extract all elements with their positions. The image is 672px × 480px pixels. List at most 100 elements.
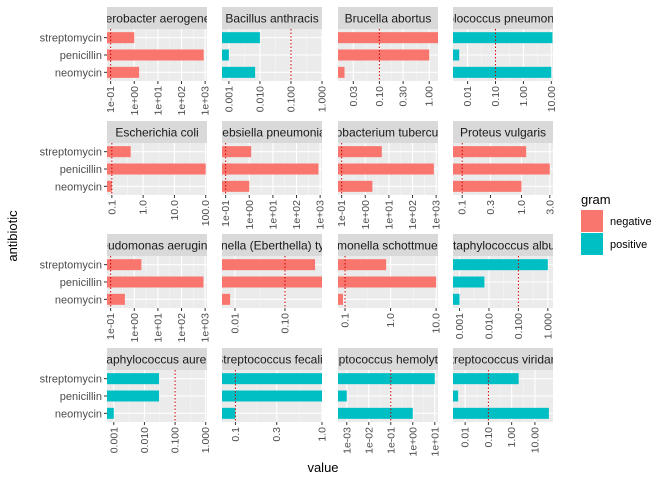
facet-strip (453, 234, 553, 256)
y-tick-label: streptomycin (40, 33, 102, 45)
bar-neomycin (107, 180, 112, 192)
x-tick-label: 10.00 (546, 86, 558, 112)
x-tick-label: 0.10 (374, 86, 386, 107)
bar-neomycin (222, 407, 236, 419)
facet-panel: Salmonella schottmuelleri 0.1 1.0 10.0 (320, 234, 457, 334)
legend-key-negative (581, 210, 603, 232)
x-tick-label: 1.0 (138, 200, 150, 215)
x-tick-label: 1e+01 (383, 200, 395, 230)
x-tick-label: 10.0 (431, 313, 443, 334)
bar-penicillin (453, 49, 460, 61)
facet-panel: Streptococcus fecalis 0.1 0.3 1.0 (215, 348, 329, 442)
bars (453, 373, 549, 419)
facet-strip (222, 121, 322, 143)
x-axis-title: value (307, 460, 338, 475)
x-tick-label: 0.01 (462, 86, 474, 107)
x-tick-label: 0.100 (513, 313, 525, 339)
bar-penicillin (222, 276, 322, 288)
bar-penicillin (338, 276, 437, 288)
facet-title: Salmonella schottmuelleri (320, 239, 457, 253)
x-tick-label: 0.010 (483, 313, 495, 339)
legend: gram negative positive (581, 192, 652, 255)
x-tick-label: 0.01 (229, 313, 241, 334)
x-tick-label: 1e+02 (407, 200, 419, 230)
bars (107, 373, 160, 419)
bar-neomycin (453, 407, 549, 419)
x-tick-label: 0.100 (170, 427, 182, 453)
facet-title: Salmonella (Eberthella) typhosa (187, 239, 357, 253)
facet-panel: Proteus vulgaris 0.1 0.3 1.0 3.0 (453, 121, 556, 215)
bar-neomycin (107, 66, 140, 78)
y-tick-label: penicillin (60, 391, 102, 403)
facet-title: Streptococcus fecalis (215, 353, 328, 367)
x-tick-label: 0.1 (230, 427, 242, 442)
x-tick-label: 0.10 (279, 313, 291, 334)
bar-penicillin (107, 163, 206, 175)
bar-penicillin (338, 49, 430, 61)
facet-title: Pseudomonas aeruginosa (87, 239, 227, 253)
bar-streptomycin (453, 32, 553, 44)
facet-strip (222, 234, 322, 256)
bar-streptomycin (222, 146, 252, 158)
x-tick-label: 1.00 (424, 86, 436, 107)
x-tick-label: 0.3 (485, 200, 497, 215)
facet-strip (107, 7, 207, 29)
bar-penicillin (453, 390, 459, 402)
x-tick-label: 0.001 (108, 427, 120, 453)
bar-neomycin (107, 293, 125, 305)
x-tick-label: 1e+02 (291, 200, 303, 230)
bars (222, 373, 322, 419)
bar-neomycin (222, 66, 256, 78)
bar-neomycin (338, 293, 343, 305)
bar-streptomycin (338, 259, 387, 271)
facet-strip (338, 348, 438, 370)
y-tick-label: neomycin (55, 294, 102, 306)
bars (222, 146, 319, 192)
legend-title: gram (581, 192, 611, 207)
facet-title: Brucella abortus (345, 12, 432, 26)
x-tick-label: 1e+02 (176, 86, 188, 116)
y-tick-label: neomycin (55, 67, 102, 79)
facet-panels: Aerobacter aerogenes 1e-01 1e+00 1e+01 1e+02… (40, 7, 570, 457)
facet-title: Klebsiella pneumoniae (212, 126, 333, 140)
x-tick-label: 1e+03 (431, 200, 443, 230)
facet-strip (338, 234, 438, 256)
facet-panel: Staphylococcus aureus 0.001 0.010 0.100 1.00… (40, 348, 212, 453)
bar-neomycin (453, 66, 552, 78)
x-tick-label: 1e-01 (105, 86, 117, 113)
facet-panel: Streptococcus viridans 0.01 0.10 1.00 10.00 (453, 348, 553, 453)
x-tick-label: 1e+01 (429, 427, 441, 457)
x-tick-label: 0.1 (106, 200, 118, 215)
bar-streptomycin (338, 146, 382, 158)
bar-streptomycin (453, 146, 527, 158)
y-tick-label: neomycin (55, 181, 102, 193)
bar-penicillin (107, 276, 204, 288)
bar-streptomycin (107, 259, 142, 271)
legend-label: positive (610, 239, 647, 251)
x-tick-label: 1e+00 (129, 313, 141, 343)
bar-penicillin (222, 49, 229, 61)
x-tick-label: 1.000 (542, 313, 554, 339)
facet-title: Aerobacter aerogenes (98, 12, 217, 26)
bar-streptomycin (222, 32, 260, 44)
facet-strip (338, 121, 438, 143)
bar-streptomycin (107, 32, 135, 44)
bars (453, 146, 550, 192)
bar-streptomycin (107, 146, 131, 158)
bars (338, 259, 437, 305)
facet-strip (338, 7, 438, 29)
bar-neomycin (338, 66, 345, 78)
bars (107, 259, 204, 305)
x-tick-label: 1.0 (516, 200, 528, 215)
y-tick-label: penicillin (60, 50, 102, 62)
facet-panel: Brucella abortus 0.03 0.10 0.30 1.00 (338, 7, 438, 106)
bars (338, 373, 435, 419)
facet-title: Mycobacterium tuberculosis (314, 126, 463, 140)
x-tick-label: 0.100 (285, 86, 297, 112)
x-tick-label: 1e-01 (385, 427, 397, 454)
x-tick-label: 1e-01 (336, 200, 348, 227)
facet-title: Diplococcus pneumoniae (436, 12, 570, 26)
x-tick-label: 1.000 (317, 86, 329, 112)
x-tick-label: 1e-01 (105, 313, 117, 340)
x-tick-label: 1e+00 (129, 86, 141, 116)
